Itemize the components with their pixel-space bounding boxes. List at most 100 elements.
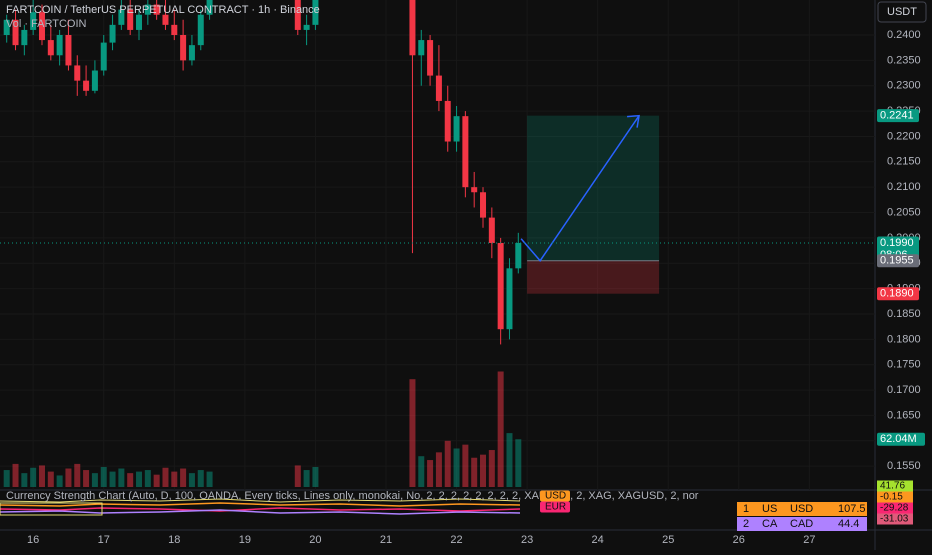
currency-button[interactable] xyxy=(877,1,927,23)
volume-bar xyxy=(56,475,63,487)
table-cell: CAD xyxy=(790,518,813,530)
table-cell: 1 xyxy=(743,503,749,515)
volume-bar xyxy=(488,450,495,487)
candle-body xyxy=(153,4,160,15)
y-tick-label: 0.2350 xyxy=(887,54,921,66)
volume-bar xyxy=(38,465,45,487)
volume-bar xyxy=(153,474,160,487)
line-tag xyxy=(540,490,570,502)
price-tag xyxy=(877,287,919,301)
volume-bar xyxy=(418,456,425,487)
candle-body xyxy=(83,80,90,91)
candle-body xyxy=(56,35,63,56)
volume-bar xyxy=(515,439,522,487)
line-tag-label: USD xyxy=(545,491,566,502)
volume-bar xyxy=(118,468,125,487)
y-tick-label: 0.2150 xyxy=(887,156,921,168)
strength-line xyxy=(0,498,521,503)
volume-bar xyxy=(453,448,460,487)
strength-line xyxy=(0,507,521,512)
strength-line xyxy=(0,509,521,515)
table-cell: 2 xyxy=(743,518,749,530)
volume-bar xyxy=(312,466,319,487)
candle-body xyxy=(21,29,28,46)
volume-bar xyxy=(188,473,195,487)
volume-bar xyxy=(136,471,143,487)
candle-body xyxy=(171,24,178,35)
y-tick-label: 0.2100 xyxy=(887,181,921,193)
volume-bar xyxy=(12,463,19,487)
volume-title: Vol · FARTCOIN xyxy=(6,18,87,30)
volume-bar xyxy=(83,470,90,487)
volume-bar xyxy=(91,473,98,487)
price-tag-label: 0.1955 xyxy=(880,255,914,267)
volume-bar xyxy=(100,466,107,487)
candle-body xyxy=(462,116,469,188)
candle-body xyxy=(118,9,125,25)
x-tick-label: 24 xyxy=(592,534,604,546)
table-row xyxy=(737,517,867,531)
volume-bar xyxy=(294,465,301,487)
volume-bar xyxy=(206,471,213,487)
volume-bar xyxy=(109,471,116,487)
x-tick-label: 21 xyxy=(380,534,392,546)
y-tick-label: 0.1800 xyxy=(887,333,921,345)
volume-bar xyxy=(303,470,310,487)
volume-bar xyxy=(435,452,442,487)
candle-body xyxy=(453,116,460,142)
currency-label[interactable]: USDT xyxy=(887,6,917,18)
indicator-tag xyxy=(877,480,913,492)
candle-body xyxy=(303,24,310,30)
volume-bar xyxy=(144,470,151,487)
strength-line xyxy=(0,502,521,507)
candle-body xyxy=(480,192,487,218)
indicator-lines xyxy=(0,498,521,516)
volume-bar xyxy=(506,433,513,487)
candle-body xyxy=(144,4,151,15)
volume-bar xyxy=(3,470,10,487)
indicator-tag xyxy=(877,513,913,525)
candle-body xyxy=(47,40,54,56)
volume-bar xyxy=(480,454,487,487)
profit-zone xyxy=(527,115,660,261)
candle-body xyxy=(497,242,504,330)
table-cell: 107.5 xyxy=(838,503,866,515)
price-pane xyxy=(0,0,875,487)
volume-bar xyxy=(162,467,169,487)
highlight-box xyxy=(0,502,103,516)
line-tag-label: EUR xyxy=(545,502,566,513)
x-tick-label: 19 xyxy=(239,534,251,546)
candle-body xyxy=(197,14,204,46)
indicator-tag xyxy=(877,491,913,503)
candle-body xyxy=(38,12,45,41)
volume-bar xyxy=(65,468,72,487)
y-tick-label: 0.1700 xyxy=(887,384,921,396)
price-tag xyxy=(877,109,919,123)
x-tick-label: 26 xyxy=(733,534,745,546)
x-tick-label: 18 xyxy=(168,534,180,546)
candle-body xyxy=(435,75,442,101)
volume-tag xyxy=(877,432,925,446)
x-tick-label: 22 xyxy=(450,534,462,546)
candle-body xyxy=(488,217,495,243)
candle-body xyxy=(409,0,416,56)
volume-bar xyxy=(30,467,37,487)
volume-bar xyxy=(21,473,28,487)
candle-body xyxy=(100,42,107,71)
symbol-title: FARTCOIN / TetherUS PERPETUAL CONTRACT ·… xyxy=(6,4,320,16)
candle-body xyxy=(444,100,451,142)
candle-body xyxy=(180,35,187,61)
price-tag-label: 0.1890 xyxy=(880,288,914,300)
volume-bar xyxy=(444,440,451,487)
y-tick-label: 0.1850 xyxy=(887,308,921,320)
volume-bar xyxy=(171,471,178,487)
price-tag xyxy=(877,254,919,268)
x-tick-label: 16 xyxy=(27,534,39,546)
trend-arrow xyxy=(520,115,640,262)
candle-body xyxy=(188,45,195,61)
table-cell: US xyxy=(762,503,777,515)
y-tick-label: 0.1750 xyxy=(887,359,921,371)
candle-body xyxy=(427,40,434,76)
price-tag-label: 0.1990 xyxy=(880,237,914,249)
